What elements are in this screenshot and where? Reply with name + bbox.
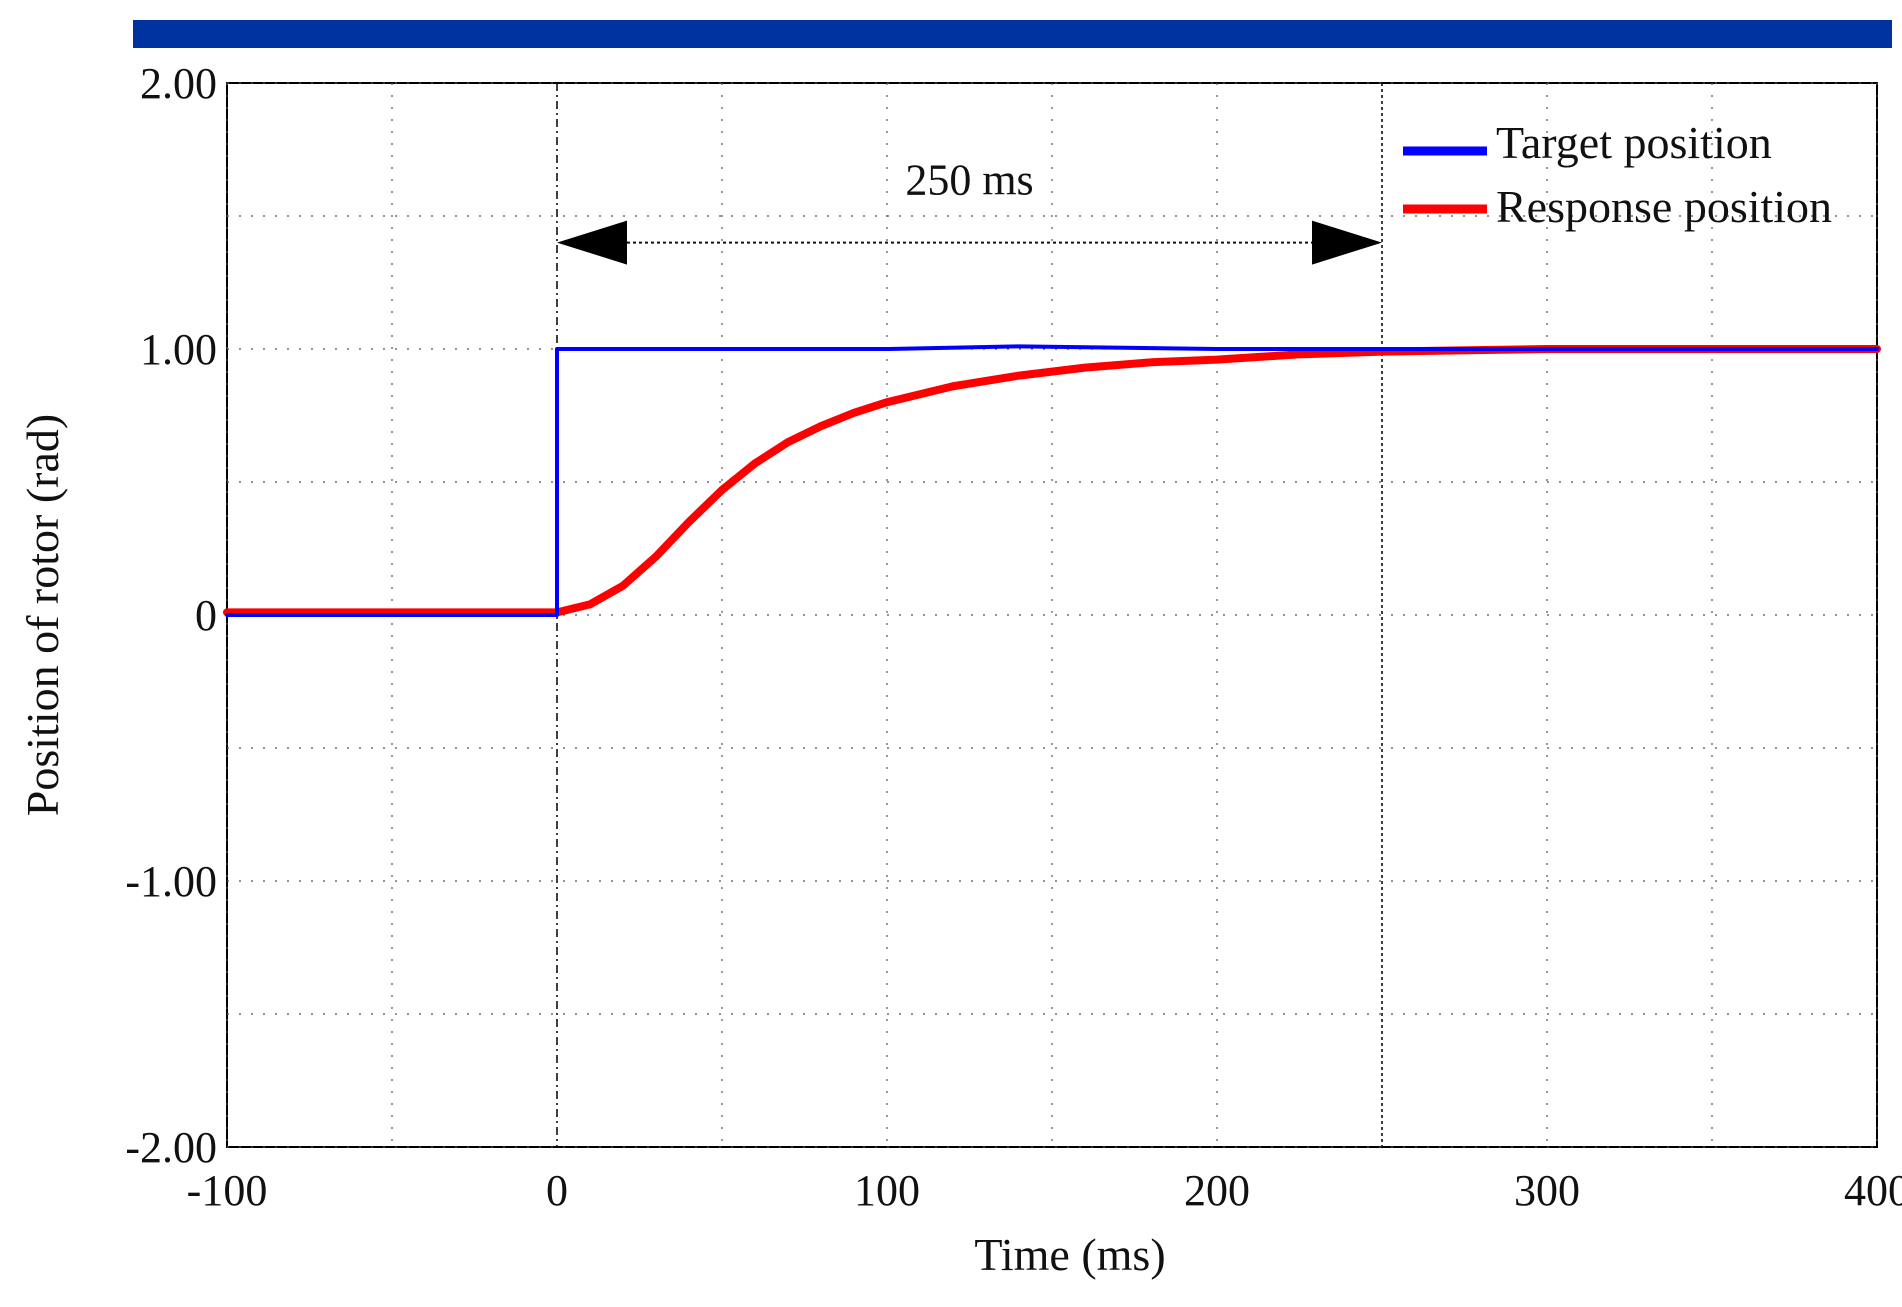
x-axis-label: Time (ms) (974, 1229, 1165, 1280)
response-position-point (885, 400, 889, 404)
response-position-point (687, 520, 691, 524)
y-tick-label: 1.00 (140, 325, 217, 374)
response-position-point (1083, 366, 1087, 370)
y-tick-label: -1.00 (125, 857, 217, 906)
response-position-point (1215, 358, 1219, 362)
y-axis-label: Position of rotor (rad) (17, 414, 68, 816)
response-position-point (1297, 352, 1302, 356)
response-position-point (720, 488, 724, 492)
response-position-point (786, 440, 790, 444)
response-position-point (951, 384, 955, 388)
legend: Target position Response position (1403, 117, 1832, 232)
response-position-point (1149, 360, 1153, 364)
duration-label: 250 ms (905, 156, 1033, 205)
top-bar (133, 20, 1892, 48)
series-layer (223, 344, 1881, 617)
target-position-line (225, 344, 1879, 617)
x-tick-label: 200 (1184, 1166, 1250, 1215)
x-tick-label: 400 (1844, 1166, 1902, 1215)
response-position-point (753, 461, 757, 465)
reference-lines (556, 83, 1383, 1147)
y-tick-label: 0 (195, 591, 217, 640)
tick-labels: -100 0 100 200 300 400 -2.00 -1.00 0 1.00 2.00 (125, 59, 1902, 1215)
duration-arrow-right (1312, 220, 1382, 265)
annotation-layer: 250 ms (557, 156, 1382, 265)
x-tick-label: 0 (546, 1166, 568, 1215)
x-tick-label: 100 (854, 1166, 920, 1215)
response-position-point (654, 554, 658, 559)
response-position-point (588, 602, 592, 606)
duration-arrow-left (557, 220, 627, 265)
response-position-point (852, 411, 856, 415)
y-tick-label: -2.00 (125, 1123, 217, 1172)
response-position-point (819, 424, 823, 428)
x-tick-label: -100 (187, 1166, 268, 1215)
y-tick-label: 2.00 (140, 59, 217, 108)
response-position-point (1017, 374, 1021, 378)
legend-label-target-position: Target position (1496, 117, 1772, 168)
x-tick-label: 300 (1514, 1166, 1580, 1215)
legend-label-response-position: Response position (1496, 181, 1832, 232)
response-position-point (621, 584, 625, 588)
